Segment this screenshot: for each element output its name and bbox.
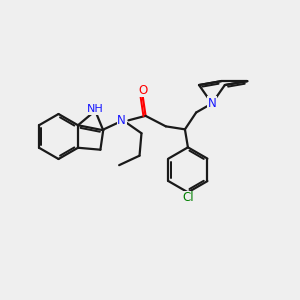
Text: N: N (208, 97, 216, 110)
Text: Cl: Cl (182, 191, 194, 204)
Text: NH: NH (87, 104, 103, 114)
Text: N: N (117, 114, 126, 127)
Text: O: O (138, 84, 147, 97)
